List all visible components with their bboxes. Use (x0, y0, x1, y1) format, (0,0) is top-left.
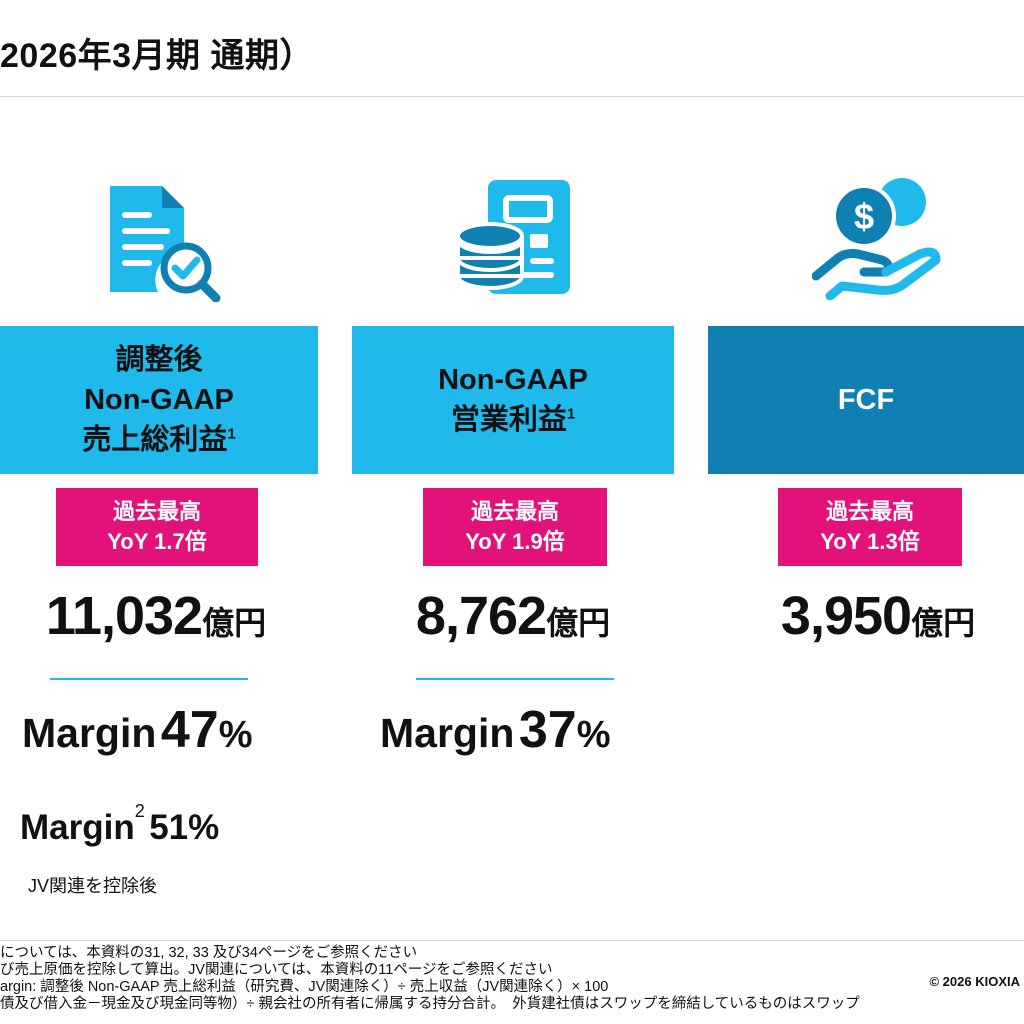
header-line: FCF (837, 384, 895, 416)
badge-record-label: 過去最高 (470, 499, 559, 524)
margin-label: Margin (380, 710, 515, 756)
page-title: 2026年3月期 通期） (0, 37, 314, 75)
value-unit: 億円 (202, 605, 267, 641)
badge-yoy-label: YoY 1.7倍 (107, 529, 207, 554)
fcf-value: 3,950億円 (708, 585, 1024, 647)
svg-text:$: $ (854, 196, 874, 237)
gross-profit-value: 11,032億円 (0, 585, 312, 647)
footnote-marker: 1 (566, 405, 576, 423)
operating-margin: Margin 37% (380, 700, 611, 760)
card-divider (50, 678, 248, 680)
margin-value: 47 (160, 701, 219, 759)
footnote-marker: 1 (227, 425, 236, 443)
header-line: Non-GAAP (84, 384, 234, 416)
record-badge: 過去最高 YoY 1.3倍 (778, 488, 962, 566)
margin-value: 51% (149, 808, 220, 847)
operating-profit-value: 8,762億円 (352, 585, 674, 647)
header-line: Non-GAAP (438, 364, 588, 396)
margin-percent: % (576, 714, 611, 756)
margin-value: 37 (518, 701, 577, 759)
margin-label: Margin (20, 808, 135, 847)
footnote-line: argin: 調整後 Non-GAAP 売上総利益（研究費、JV関連除く）÷ 売… (0, 979, 609, 995)
badge-yoy-label: YoY 1.9倍 (465, 529, 565, 554)
margin-label: Margin (22, 710, 157, 756)
record-badge: 過去最高 YoY 1.7倍 (56, 488, 258, 566)
header-line: 営業利益 (450, 404, 567, 436)
value-unit: 億円 (546, 605, 611, 641)
badge-yoy-label: YoY 1.3倍 (820, 529, 920, 554)
badge-record-label: 過去最高 (112, 499, 201, 524)
gross-margin: Margin 47% (22, 700, 253, 760)
card-header-fcf: FCF (708, 326, 1024, 474)
value-number: 3,950 (780, 586, 912, 646)
copyright: © 2026 KIOXIA (929, 974, 1020, 989)
footnote-line: については、本資料の31, 32, 33 及び34ページをご参照ください (0, 945, 418, 961)
value-number: 8,762 (415, 586, 547, 646)
margin-note: JV関連を控除後 (28, 876, 158, 896)
footnote-line: び売上原価を控除して算出。JV関連については、本資料の11ページをご参照ください (0, 962, 553, 978)
card-header-operating-profit: Non-GAAP 営業利益1 (352, 326, 674, 474)
card-header-gross-profit: 調整後 Non-GAAP 売上総利益1 (0, 326, 318, 474)
record-badge: 過去最高 YoY 1.9倍 (423, 488, 607, 566)
money-hand-icon: $ (812, 178, 941, 300)
footnote-marker: 2 (134, 801, 145, 821)
value-number: 11,032 (45, 586, 203, 646)
value-unit: 億円 (911, 605, 976, 641)
badge-record-label: 過去最高 (825, 499, 914, 524)
document-search-icon (110, 186, 221, 302)
margin-percent: % (218, 714, 253, 756)
header-line: 調整後 (115, 344, 203, 376)
database-document-icon (456, 180, 570, 294)
card-divider (416, 678, 614, 680)
footer-divider (0, 940, 1024, 941)
adjusted-margin: Margin2 51% (20, 801, 220, 848)
footnote-line: 債及び借入金－現金及び現金同等物）÷ 親会社の所有者に帰属する持分合計。 外貨建… (0, 996, 860, 1012)
header-line: 売上総利益 (82, 424, 228, 456)
title-divider (0, 96, 1024, 97)
